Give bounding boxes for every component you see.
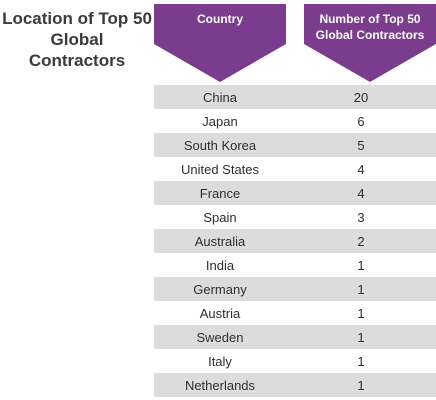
count-cell: 1 [357, 281, 365, 297]
table-row: Germany 1 [154, 277, 436, 301]
country-cell: Spain [203, 209, 237, 225]
table-row: France 4 [154, 181, 436, 205]
table-row: Sweden 1 [154, 325, 436, 349]
table-row: Spain 3 [154, 205, 436, 229]
country-cell: Netherlands [184, 377, 256, 393]
count-cell: 5 [357, 137, 365, 153]
count-cell: 1 [357, 377, 365, 393]
count-header-arrow-shape [304, 4, 436, 82]
country-cell: China [203, 89, 237, 105]
count-cell: 6 [357, 113, 365, 129]
country-cell: South Korea [183, 137, 257, 153]
country-cell: Austria [199, 305, 241, 321]
count-cell: 3 [357, 209, 365, 225]
table-row: Austria 1 [154, 301, 436, 325]
country-cell: Australia [194, 233, 246, 249]
count-cell: 2 [357, 233, 365, 249]
country-cell: Sweden [196, 329, 244, 345]
table-row: Italy 1 [154, 349, 436, 373]
country-cell: Japan [202, 113, 238, 129]
count-cell: 1 [357, 257, 365, 273]
count-cell: 1 [357, 329, 365, 345]
count-column-header: Number of Top 50 Global Contractors [304, 4, 436, 82]
country-cell: Germany [193, 281, 247, 297]
count-cell: 4 [357, 185, 365, 201]
table-row: South Korea 5 [154, 133, 436, 157]
table-row: Australia 2 [154, 229, 436, 253]
table-row: Netherlands 1 [154, 373, 436, 397]
country-cell: India [205, 257, 235, 273]
country-cell: United States [180, 161, 260, 177]
country-header-arrow-shape [154, 4, 286, 82]
count-cell: 20 [353, 89, 369, 105]
country-header-label: Country [197, 12, 243, 26]
count-header-label: Number of Top 50 Global Contractors [315, 12, 425, 42]
count-cell: 1 [357, 353, 365, 369]
count-cell: 4 [357, 161, 365, 177]
country-cell: France [199, 185, 241, 201]
chart-title: Location of Top 50 Global Contractors [2, 9, 152, 70]
contractors-table: China 20 Japan 6 South Korea 5 United States 4 F… [154, 85, 436, 397]
country-column-header: Country [154, 4, 286, 82]
table-row: United States 4 [154, 157, 436, 181]
table-row: Japan 6 [154, 109, 436, 133]
country-cell: Italy [208, 353, 232, 369]
table-row: India 1 [154, 253, 436, 277]
count-cell: 1 [357, 305, 365, 321]
table-row: China 20 [154, 85, 436, 109]
